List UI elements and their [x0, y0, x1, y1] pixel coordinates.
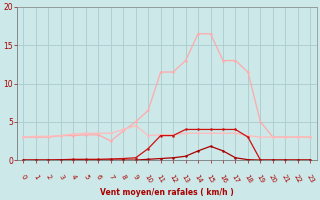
X-axis label: Vent moyen/en rafales ( km/h ): Vent moyen/en rafales ( km/h )	[100, 188, 234, 197]
